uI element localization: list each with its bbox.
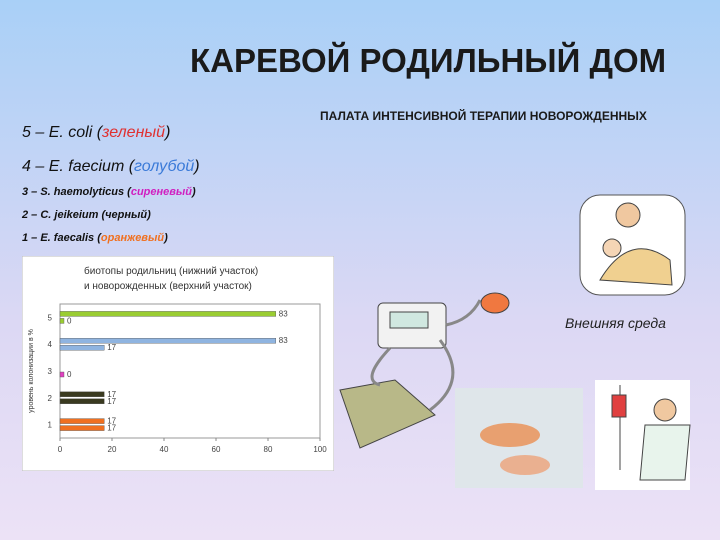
chart-title: биотопы родильниц (нижний участок) — [84, 265, 258, 277]
y-tick-label: 5 — [48, 313, 53, 322]
chart-title: и новорожденных (верхний участок) — [84, 281, 252, 292]
y-axis-label: уровень колонизации в % — [28, 329, 35, 413]
color-word: зеленый — [102, 124, 166, 141]
legend-text: 4 – E. faecium ( — [22, 158, 135, 175]
x-tick-label: 0 — [58, 445, 63, 454]
legend-line: 4 – E. faecium (голубой) — [22, 158, 200, 176]
legend-text: 2 – C. jeikeium (черный) — [22, 209, 151, 221]
hands-photo — [455, 388, 583, 488]
value-label: 17 — [107, 390, 116, 399]
bar — [59, 371, 65, 378]
legend-text: ) — [164, 232, 168, 244]
legend-text: ) — [192, 186, 196, 198]
bar — [59, 425, 105, 431]
x-tick-label: 40 — [160, 445, 169, 454]
value-label: 0 — [67, 370, 72, 379]
nurse-picture — [595, 380, 691, 490]
x-tick-label: 60 — [212, 445, 221, 454]
value-label: 17 — [107, 424, 116, 433]
color-word: сиреневый — [130, 186, 193, 198]
bar — [59, 318, 65, 324]
y-tick-label: 2 — [48, 394, 53, 403]
caption: Внешняя среда — [565, 315, 666, 331]
legend-text: 5 – E. coli ( — [22, 124, 103, 141]
color-word: оранжевый — [100, 232, 165, 244]
plot-area — [59, 303, 321, 439]
bar — [59, 337, 277, 344]
value-label: 17 — [107, 343, 116, 352]
value-label: 83 — [279, 309, 288, 318]
subtitle: ПАЛАТА ИНТЕНСИВНОЙ ТЕРАПИИ НОВОРОЖДЕННЫХ — [320, 109, 647, 123]
legend-text: ) — [194, 158, 200, 175]
legend-text: ) — [165, 124, 171, 141]
legend-line: 1 – E. faecalis (оранжевый) — [22, 232, 168, 244]
bar — [59, 398, 105, 405]
legend-line: 5 – E. coli (зеленый) — [22, 124, 170, 142]
bar — [59, 344, 105, 351]
value-label: 17 — [107, 417, 116, 426]
pressure-device — [339, 292, 510, 449]
legend-line: 3 – S. haemolyticus (сиреневый) — [22, 186, 196, 198]
bar — [59, 311, 277, 317]
value-label: 83 — [279, 336, 288, 345]
x-tick-label: 80 — [264, 445, 273, 454]
mother-baby-picture — [579, 194, 686, 296]
title: КАРЕВОЙ РОДИЛЬНЫЙ ДОМ — [190, 42, 667, 79]
value-label: 17 — [107, 397, 116, 406]
legend-line: 2 – C. jeikeium (черный) — [22, 209, 151, 221]
y-tick-label: 4 — [48, 340, 53, 349]
x-tick-label: 20 — [108, 445, 117, 454]
y-tick-label: 1 — [48, 421, 53, 430]
color-word: голубой — [134, 158, 195, 175]
value-label: 0 — [67, 316, 72, 325]
bar — [59, 418, 105, 424]
x-tick-label: 100 — [313, 445, 327, 454]
bar — [59, 391, 105, 398]
legend-text: 1 – E. faecalis ( — [22, 232, 101, 244]
legend-text: 3 – S. haemolyticus ( — [22, 186, 131, 198]
chart: биотопы родильниц (нижний участок) и ново… — [22, 256, 334, 471]
y-tick-label: 3 — [48, 367, 53, 376]
